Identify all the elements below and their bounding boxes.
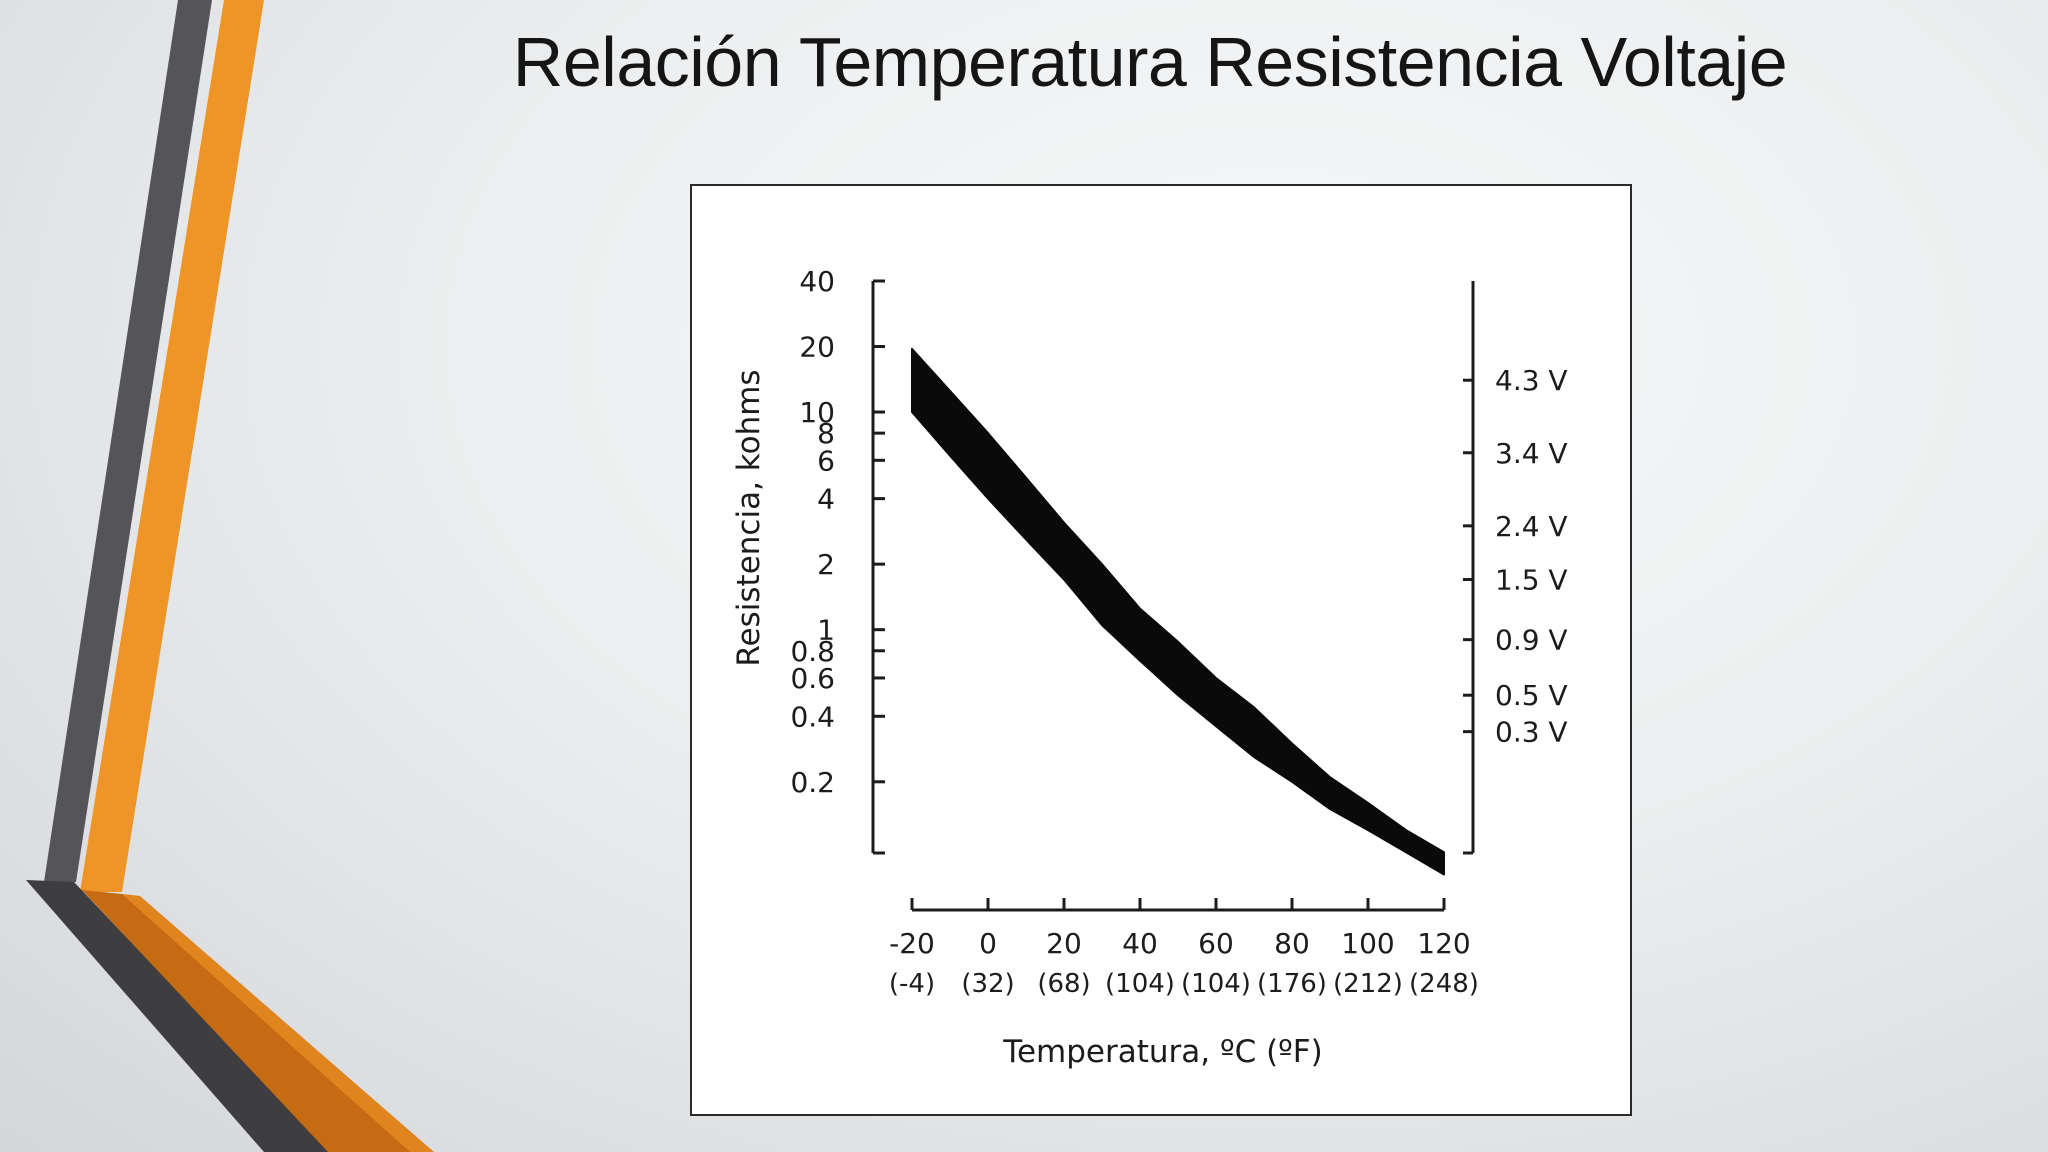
voltage-tick-label: 2.4 V <box>1495 510 1568 543</box>
y-axis-title: Resistencia, kohms <box>731 369 767 666</box>
y-tick-label: 10 <box>799 396 835 429</box>
x-tick-label: -20 <box>889 927 935 960</box>
y-tick-label: 0.8 <box>790 635 835 668</box>
voltage-tick-label: 0.5 V <box>1495 679 1568 712</box>
gray-corner-stripe <box>26 880 330 1152</box>
chart-frame: 40 20 10 8 6 4 2 1 0.8 0.6 0.4 0.2 4.3 V 3.4 V 2.4 V 1… <box>690 184 1632 1116</box>
y-tick-label: 4 <box>817 483 835 516</box>
voltage-tick-label: 0.3 V <box>1495 716 1568 749</box>
x-tick-sublabel: (-4) <box>889 969 935 999</box>
voltage-tick-label: 0.9 V <box>1495 624 1568 657</box>
x-tick-label: 20 <box>1046 927 1082 960</box>
orange-corner-highlight <box>122 894 434 1152</box>
right-axis: 4.3 V 3.4 V 2.4 V 1.5 V 0.9 V 0.5 V 0.3 V <box>1463 281 1568 855</box>
voltage-tick-label: 1.5 V <box>1495 564 1568 597</box>
y-tick-label: 0.2 <box>790 766 835 799</box>
x-tick-sublabel: (68) <box>1037 969 1090 999</box>
voltage-tick-label: 3.4 V <box>1495 437 1568 470</box>
x-tick-label: 40 <box>1122 927 1158 960</box>
x-tick-label: 0 <box>979 927 997 960</box>
x-tick-label: 80 <box>1274 927 1310 960</box>
y-tick-label: 20 <box>799 331 835 364</box>
x-tick-label: 120 <box>1417 927 1470 960</box>
voltage-tick-label: 4.3 V <box>1495 364 1568 397</box>
y-tick-label: 2 <box>817 548 835 581</box>
y-tick-label: 8 <box>817 417 835 450</box>
x-tick-sublabel: (104) <box>1105 969 1175 999</box>
orange-stripe <box>80 0 264 892</box>
y-tick-label: 1 <box>817 614 835 647</box>
x-tick-sublabel: (176) <box>1257 969 1327 999</box>
x-tick-sublabel: (32) <box>961 969 1014 999</box>
x-tick-sublabel: (104) <box>1181 969 1251 999</box>
x-tick-sublabel: (212) <box>1333 969 1403 999</box>
y-tick-label: 0.6 <box>790 662 835 695</box>
y-tick-label: 6 <box>817 444 835 477</box>
x-tick-label: 100 <box>1341 927 1394 960</box>
resistance-band-area <box>911 347 1445 876</box>
y-tick-label: 40 <box>799 265 835 298</box>
x-tick-label: 60 <box>1198 927 1234 960</box>
gray-stripe <box>44 0 212 882</box>
slide-title: Relación Temperatura Resistencia Voltaje <box>512 23 1788 101</box>
x-axis-title: Temperatura, ºC (ºF) <box>1002 1034 1322 1070</box>
x-tick-sublabel: (248) <box>1409 969 1479 999</box>
resistance-band <box>911 347 1445 876</box>
x-axis: -20 (-4) 0 (32) 20 (68) 40 (104) 60 (104) 80 (176) 1… <box>889 898 1479 999</box>
y-tick-label: 0.4 <box>790 700 835 733</box>
